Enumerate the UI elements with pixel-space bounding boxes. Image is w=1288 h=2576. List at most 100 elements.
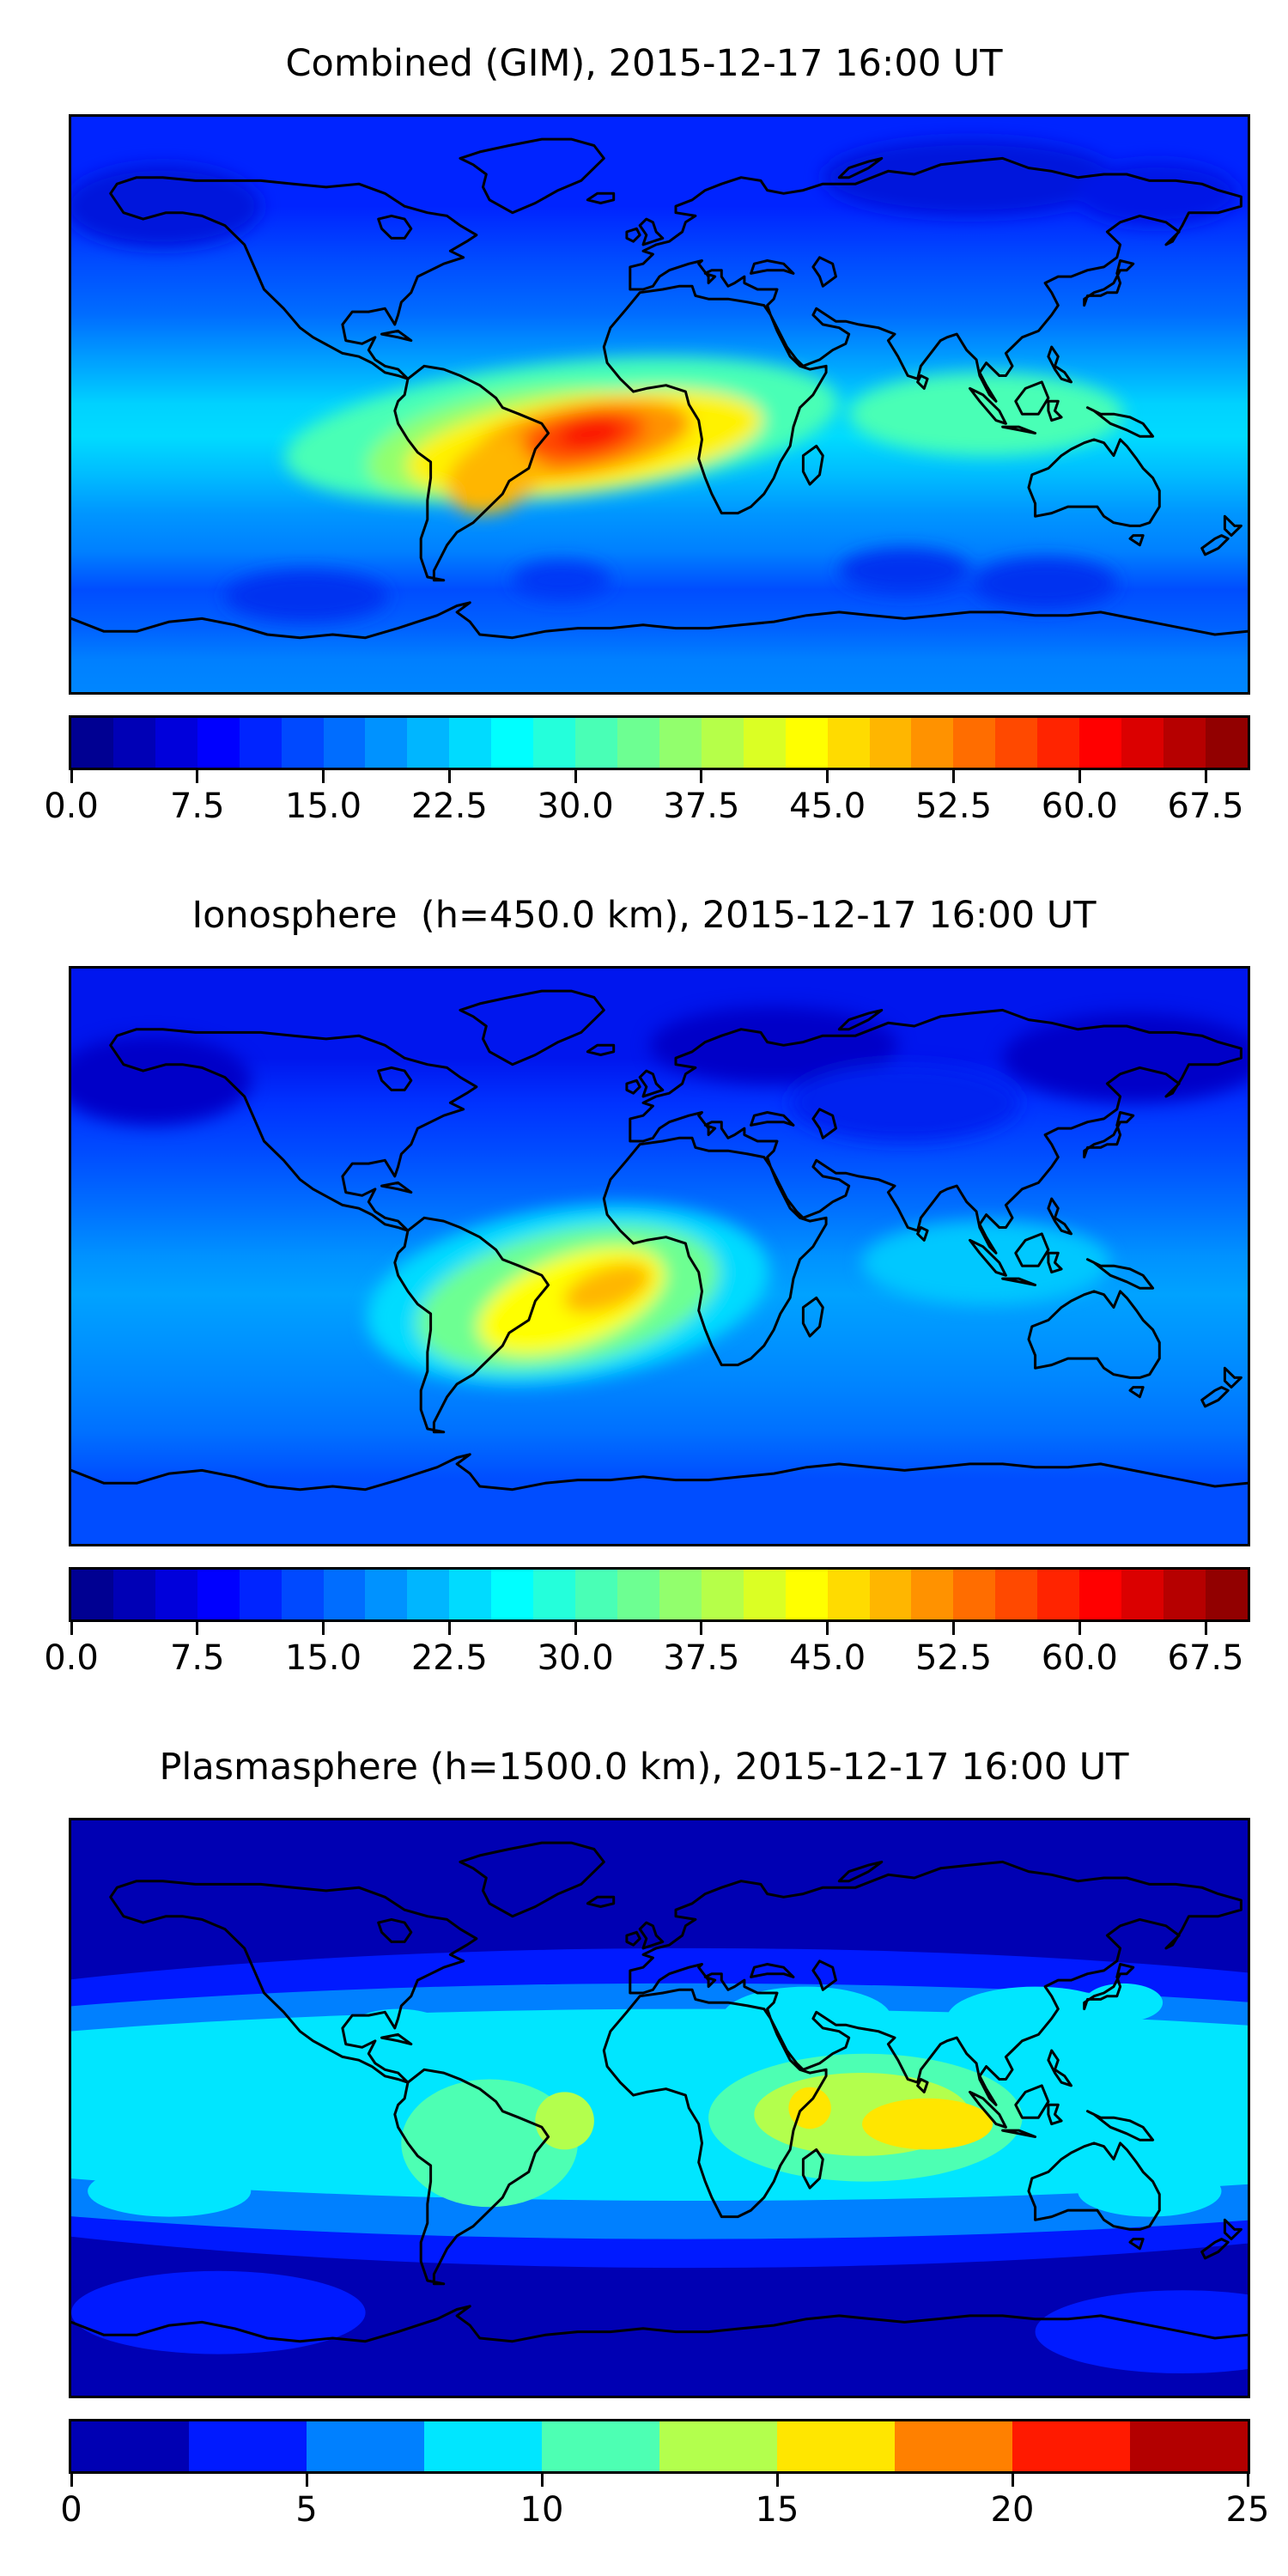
- colorbar-tick-mark: [1011, 2474, 1014, 2487]
- colorbar-tick-mark: [700, 1622, 703, 1635]
- colorbar-tick-label: 0.0: [44, 1638, 99, 1678]
- panel-1-colorbar: [69, 715, 1250, 770]
- colorbar-segment: [155, 718, 197, 768]
- colorbar-tick-mark: [70, 2474, 73, 2487]
- colorbar-segment: [533, 1570, 576, 1619]
- panel-1-map: [69, 114, 1250, 695]
- colorbar-tick-label: 60.0: [1041, 1638, 1118, 1678]
- panel-2-colorbar: [69, 1567, 1250, 1622]
- colorbar-segment: [617, 1570, 659, 1619]
- colorbar-tick-label: 5: [295, 2490, 318, 2530]
- colorbar-segment: [1205, 718, 1248, 768]
- colorbar-tick-mark: [1204, 1622, 1207, 1635]
- coastlines: [71, 137, 1248, 640]
- colorbar-segment: [953, 1570, 996, 1619]
- panel-3-colorbar-ticks: 0 5 10 15 20 25: [60, 2474, 1269, 2543]
- colorbar-segment: [575, 1570, 617, 1619]
- colorbar-segment: [659, 718, 702, 768]
- panel-2-map: [69, 966, 1250, 1546]
- colorbar-tick-mark: [574, 1622, 577, 1635]
- colorbar-segment: [155, 1570, 197, 1619]
- colorbar-tick-label: 7.5: [169, 1638, 225, 1678]
- panel-3-colorbar: [69, 2419, 1250, 2474]
- colorbar-segment: [895, 2421, 1012, 2471]
- colorbar-tick-label: 52.5: [914, 787, 993, 826]
- panel-1-title: Combined (GIM), 2015-12-17 16:00 UT: [285, 42, 1003, 85]
- colorbar-segment: [1079, 1570, 1122, 1619]
- field-anomaly-blobs: [71, 1006, 1248, 1385]
- colorbar-tick-mark: [322, 1622, 325, 1635]
- colorbar-tick-label: 67.5: [1167, 787, 1244, 826]
- colorbar-tick-mark: [952, 1622, 955, 1635]
- colorbar-segment: [777, 2421, 895, 2471]
- colorbar-segment: [869, 1570, 912, 1619]
- colorbar-segment: [112, 718, 155, 768]
- colorbar-segment: [827, 1570, 870, 1619]
- colorbar-tick-label: 7.5: [169, 787, 225, 826]
- panel-3-map: [69, 1818, 1250, 2398]
- colorbar-segment: [424, 2421, 542, 2471]
- colorbar-segment: [953, 718, 996, 768]
- colorbar-tick-label: 15: [755, 2490, 799, 2530]
- panel-1-colorbar-ticks: 0.0 7.5 15.0 22.5 30.0 37.5 45.0 52.5 60.0 67.5: [44, 770, 1248, 839]
- colorbar-segment: [575, 718, 617, 768]
- colorbar-tick-label: 10: [519, 2490, 564, 2530]
- colorbar-tick-mark: [322, 770, 325, 783]
- colorbar-segment: [323, 1570, 366, 1619]
- coastlines: [71, 1841, 1248, 2343]
- colorbar-tick-mark: [1204, 770, 1207, 783]
- colorbar-segment: [1037, 718, 1080, 768]
- colorbar-tick-label: 45.0: [789, 787, 866, 826]
- colorbar-segment: [1163, 1570, 1206, 1619]
- colorbar-segment: [323, 718, 366, 768]
- colorbar-segment: [365, 718, 408, 768]
- colorbar-segment: [71, 2421, 189, 2471]
- colorbar-tick-label: 22.5: [410, 1638, 488, 1678]
- colorbar-tick-label: 37.5: [663, 787, 740, 826]
- world-contour-map: [71, 117, 1248, 692]
- colorbar-tick-label: 67.5: [1167, 1638, 1244, 1678]
- colorbar-segment: [71, 718, 113, 768]
- colorbar-segment: [281, 1570, 324, 1619]
- colorbar-segment: [1037, 1570, 1080, 1619]
- colorbar-tick-label: 30.0: [537, 1638, 614, 1678]
- colorbar-segment: [449, 718, 492, 768]
- colorbar-tick-mark: [826, 1622, 829, 1635]
- colorbar-segment: [533, 718, 576, 768]
- panel-3-title: Plasmasphere (h=1500.0 km), 2015-12-17 1…: [159, 1746, 1129, 1789]
- panel-2-title: Ionosphere (h=450.0 km), 2015-12-17 16:0…: [191, 894, 1097, 937]
- colorbar-segment: [1130, 2421, 1248, 2471]
- colorbar-tick-mark: [1246, 2474, 1249, 2487]
- colorbar-tick-label: 15.0: [285, 787, 362, 826]
- colorbar-segment: [239, 718, 282, 768]
- colorbar-segment: [617, 718, 659, 768]
- colorbar-tick-label: 0: [60, 2490, 82, 2530]
- colorbar-tick-label: 30.0: [537, 787, 614, 826]
- colorbar-tick-mark: [70, 770, 73, 783]
- colorbar-tick-mark: [700, 770, 703, 783]
- colorbar-segment: [542, 2421, 659, 2471]
- colorbar-tick-label: 60.0: [1041, 787, 1118, 826]
- colorbar-segment: [1163, 718, 1206, 768]
- colorbar-segment: [785, 1570, 828, 1619]
- colorbar-tick-mark: [447, 1622, 451, 1635]
- colorbar-tick-mark: [1078, 1622, 1081, 1635]
- colorbar-segment: [701, 1570, 744, 1619]
- colorbar-tick-mark: [196, 770, 199, 783]
- colorbar-tick-label: 52.5: [914, 1638, 993, 1678]
- colorbar-tick-mark: [1078, 770, 1081, 783]
- colorbar-segment: [827, 718, 870, 768]
- colorbar-segment: [1079, 718, 1122, 768]
- colorbar-segment: [307, 2421, 424, 2471]
- colorbar-tick-label: 0.0: [44, 787, 99, 826]
- colorbar-tick-mark: [574, 770, 577, 783]
- field-anomaly-blobs: [71, 1947, 1248, 2373]
- colorbar-segment: [911, 1570, 954, 1619]
- colorbar-tick-mark: [952, 770, 955, 783]
- colorbar-segment: [743, 1570, 786, 1619]
- colorbar-segment: [785, 718, 828, 768]
- colorbar-segment: [239, 1570, 282, 1619]
- colorbar-tick-label: 25: [1225, 2490, 1270, 2530]
- colorbar-segment: [743, 718, 786, 768]
- colorbar-segment: [407, 1570, 450, 1619]
